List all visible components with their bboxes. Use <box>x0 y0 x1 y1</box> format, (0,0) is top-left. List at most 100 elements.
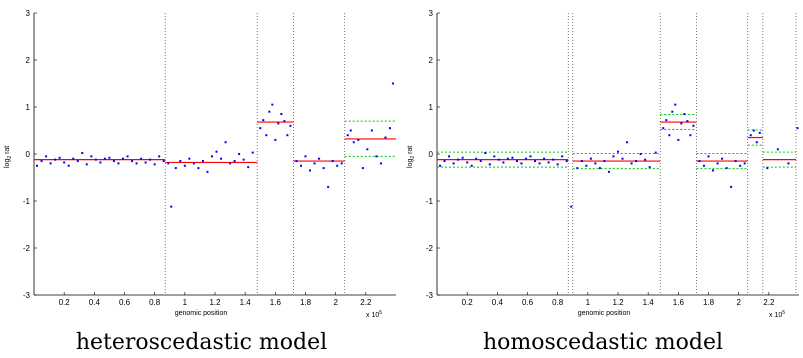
data-point <box>585 164 588 167</box>
data-point <box>162 160 165 163</box>
data-point <box>683 113 686 116</box>
data-point <box>140 157 143 160</box>
x-tick-label: 1 <box>183 298 188 307</box>
plot-area <box>34 13 396 295</box>
data-point <box>452 162 455 165</box>
data-point <box>677 138 680 141</box>
data-point <box>543 157 546 160</box>
y-axis-label-tail: rat <box>4 146 11 156</box>
data-point <box>580 160 583 163</box>
y-axis-label-main: log <box>407 159 414 168</box>
data-point <box>313 162 316 165</box>
x-tick-label: 0.4 <box>89 298 101 307</box>
data-point <box>743 162 746 165</box>
x-tick-label: 0.2 <box>59 298 71 307</box>
data-point <box>174 167 177 170</box>
y-tick-label: 0 <box>429 150 434 159</box>
data-point <box>668 134 671 137</box>
data-point <box>81 152 84 155</box>
data-point <box>712 169 715 172</box>
y-axis-label-subscript: 2 <box>410 156 416 159</box>
data-point <box>327 185 330 188</box>
data-point <box>36 164 39 167</box>
data-point <box>497 158 500 161</box>
data-point <box>361 167 364 170</box>
data-point <box>689 134 692 137</box>
data-point <box>617 150 619 153</box>
data-point <box>54 158 57 161</box>
x-tick-label: 0.8 <box>552 298 564 307</box>
data-point <box>251 151 254 154</box>
data-point <box>229 162 232 165</box>
data-point <box>352 141 355 144</box>
data-point <box>158 155 161 158</box>
data-point <box>170 205 173 208</box>
data-point <box>755 141 758 144</box>
data-point <box>183 164 186 167</box>
data-point <box>570 205 573 208</box>
data-point <box>94 158 97 161</box>
x-tick-label: 2 <box>333 298 338 307</box>
plot-area <box>437 13 799 295</box>
data-point <box>776 148 779 151</box>
data-point <box>515 160 518 163</box>
x-tick-label: 0.6 <box>119 298 131 307</box>
data-point <box>534 160 537 163</box>
y-tick-label: 3 <box>26 9 31 18</box>
data-point <box>520 162 523 165</box>
data-point <box>242 158 245 161</box>
y-tick-label: -3 <box>23 291 31 300</box>
data-point <box>188 157 191 160</box>
data-point <box>488 163 491 166</box>
data-point <box>233 160 236 163</box>
data-point <box>493 155 496 158</box>
data-point <box>384 136 387 139</box>
data-point <box>201 160 204 163</box>
data-point <box>603 160 606 163</box>
data-point <box>538 162 541 165</box>
data-point <box>346 134 349 137</box>
data-point <box>238 153 241 155</box>
y-axis-label-tail: rat <box>407 146 414 156</box>
data-point <box>654 151 657 154</box>
data-point <box>598 167 601 170</box>
y-tick-label: -1 <box>23 197 31 206</box>
data-point <box>739 164 742 167</box>
data-point <box>479 160 482 163</box>
y-tick-label: -2 <box>426 244 434 253</box>
data-point <box>153 163 156 166</box>
data-point <box>502 161 505 164</box>
x-tick-label: 0.6 <box>522 298 534 307</box>
x-multiplier-base: x 10 <box>366 312 379 319</box>
data-point <box>506 157 509 160</box>
data-point <box>45 155 48 158</box>
data-point <box>607 170 610 173</box>
data-point <box>336 164 339 167</box>
data-point <box>220 157 223 160</box>
data-point <box>40 160 43 163</box>
x-tick-label: 2.2 <box>360 298 372 307</box>
x-tick-label: 1.4 <box>643 298 655 307</box>
data-point <box>644 158 647 161</box>
data-point <box>612 155 615 158</box>
data-point <box>331 160 334 163</box>
data-point <box>265 134 268 137</box>
x-tick-label: 1.6 <box>673 298 685 307</box>
data-point <box>49 162 52 165</box>
data-point <box>388 127 391 130</box>
data-point <box>299 164 302 167</box>
x-tick-label: 1.8 <box>703 298 715 307</box>
data-point <box>167 162 170 165</box>
data-point <box>126 155 129 158</box>
data-point <box>192 162 195 165</box>
data-point <box>475 157 478 160</box>
plot-heteroscedastic: -3 -2 -1 0 1 2 3 0.2 0.4 0.6 0.8 1 1.2 1.4 1.6 1.8 2 2.2 g… <box>4 9 396 319</box>
data-point <box>556 163 559 166</box>
x-multiplier-exponent: 5 <box>782 310 785 316</box>
data-point <box>561 155 564 158</box>
y-tick-label: 2 <box>429 56 434 65</box>
x-multiplier: x 105 <box>366 310 382 319</box>
data-point <box>639 153 642 155</box>
x-tick-label: 1.2 <box>612 298 624 307</box>
data-point <box>470 164 473 167</box>
